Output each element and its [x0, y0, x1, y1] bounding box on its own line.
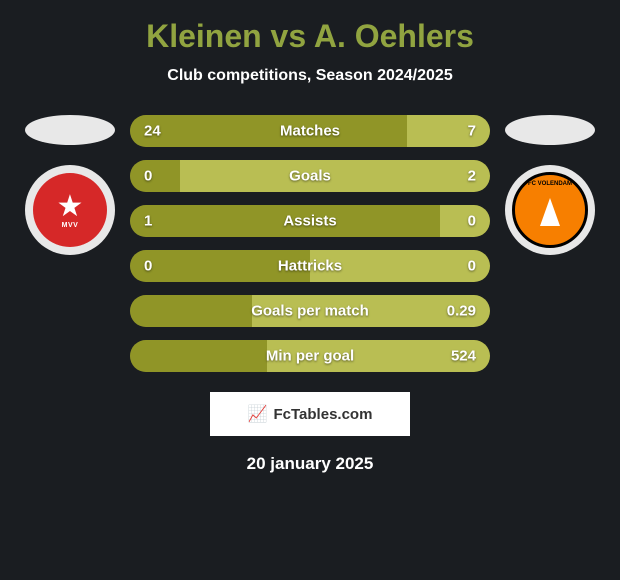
bar-fill-right: [407, 115, 490, 147]
bar-fill-right: [440, 205, 490, 237]
right-side: FC VOLENDAM: [500, 115, 600, 255]
mvv-name: MVV: [62, 222, 79, 229]
bar-value-right: 2: [468, 168, 476, 185]
stat-row-matches: Matches 24 7: [130, 115, 490, 147]
chart-icon: 📈: [248, 404, 268, 424]
left-side: ★ MVV: [20, 115, 120, 255]
left-club-logo: ★ MVV: [25, 165, 115, 255]
bar-value-right: 524: [451, 348, 476, 365]
right-club-logo: FC VOLENDAM: [505, 165, 595, 255]
stat-row-min-per-goal: Min per goal 524: [130, 340, 490, 372]
stat-row-goals: Goals 0 2: [130, 160, 490, 192]
page-title: Kleinen vs A. Oehlers: [0, 18, 620, 55]
star-icon: ★: [57, 192, 84, 222]
mvv-logo-inner: ★ MVV: [33, 173, 107, 247]
left-player-placeholder: [25, 115, 115, 145]
bar-fill-left: [130, 340, 267, 372]
bar-label: Assists: [283, 213, 336, 230]
stat-row-goals-per-match: Goals per match 0.29: [130, 295, 490, 327]
infographic: Kleinen vs A. Oehlers Club competitions,…: [0, 0, 620, 484]
bar-label: Goals: [289, 168, 331, 185]
bar-value-right: 0: [468, 213, 476, 230]
bar-value-right: 0: [468, 258, 476, 275]
bar-label: Matches: [280, 123, 340, 140]
badge-text: FcTables.com: [274, 406, 373, 423]
source-badge: 📈 FcTables.com: [210, 392, 410, 436]
date-text: 20 january 2025: [0, 454, 620, 474]
volendam-logo-inner: FC VOLENDAM: [512, 172, 588, 248]
stat-row-hattricks: Hattricks 0 0: [130, 250, 490, 282]
bar-value-right: 0.29: [447, 303, 476, 320]
bar-value-left: 1: [144, 213, 152, 230]
content-row: ★ MVV Matches247Goals02Assists10Hattrick…: [0, 115, 620, 372]
bar-value-left: 0: [144, 168, 152, 185]
bar-value-right: 7: [468, 123, 476, 140]
bar-fill-left: [130, 295, 252, 327]
sail-icon: [540, 198, 560, 226]
bar-fill-right: [180, 160, 490, 192]
right-player-placeholder: [505, 115, 595, 145]
volendam-name: FC VOLENDAM: [528, 181, 572, 187]
bar-value-left: 24: [144, 123, 161, 140]
stat-row-assists: Assists 1 0: [130, 205, 490, 237]
bar-label: Goals per match: [251, 303, 369, 320]
bar-label: Min per goal: [266, 348, 354, 365]
stats-bars: Matches247Goals02Assists10Hattricks00Goa…: [130, 115, 490, 372]
bar-fill-left: [130, 160, 180, 192]
bar-value-left: 0: [144, 258, 152, 275]
bar-label: Hattricks: [278, 258, 342, 275]
bar-fill-left: [130, 115, 407, 147]
subtitle: Club competitions, Season 2024/2025: [0, 67, 620, 85]
